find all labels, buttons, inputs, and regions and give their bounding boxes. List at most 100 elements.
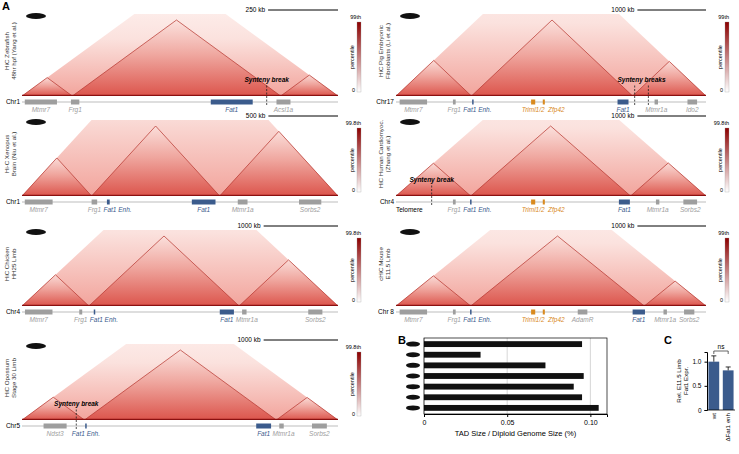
chromosome-track (22, 426, 338, 427)
colorbar-min: 0 (720, 297, 723, 303)
heatmap-background (22, 120, 338, 196)
species-icon (400, 119, 420, 125)
heatmap (396, 14, 706, 96)
panel-title: HiC Chicken (3, 246, 10, 281)
colorbar-max: 99th (718, 14, 729, 20)
colorbar-min: 0 (352, 187, 355, 193)
gene-label: Frg1 (448, 106, 462, 114)
gene (238, 200, 248, 205)
chromosome-track (396, 202, 706, 203)
colorbar (357, 238, 361, 302)
tad (276, 397, 338, 420)
gene (618, 100, 629, 105)
gene (470, 310, 472, 315)
panel-letter: C (664, 334, 672, 346)
tick: 0 (423, 414, 427, 426)
gene (655, 100, 658, 105)
gene-label: Mtmr7 (30, 316, 49, 323)
gene (220, 310, 234, 315)
scale-label: 250 kb (246, 6, 266, 13)
hic-panel: Hi-C XenopusBrain (Niu et al.)500 kb99.8… (3, 23, 361, 214)
gene (400, 310, 427, 315)
axis-line (705, 353, 708, 411)
panel-title: (Zhang et al.) (384, 136, 391, 173)
tick: 0.05 (501, 414, 515, 426)
gene (400, 100, 427, 105)
heatmap (396, 230, 706, 306)
gene (472, 100, 474, 105)
gene (453, 200, 456, 205)
gene-label: Ndst3 (47, 430, 64, 437)
species-icon (406, 384, 420, 389)
gene-label: Acsl1a (273, 106, 294, 113)
heatmap (22, 14, 338, 96)
diagonal (396, 95, 706, 96)
hic-panel: HiC Human Cardiomyoc.(Zhang et al.)1000 … (377, 60, 729, 214)
species-icon (406, 374, 420, 379)
tad (84, 350, 276, 420)
panel-title: cHiC Mouse (377, 247, 384, 281)
heatmap-background (22, 230, 338, 306)
diagonal (396, 305, 706, 306)
synteny-break (431, 184, 432, 205)
chromosome-label: Chr4 (6, 308, 20, 315)
bar (424, 405, 599, 411)
gene-label: Frg1 (68, 106, 82, 114)
gene (531, 100, 535, 105)
bar (708, 362, 719, 410)
gene (308, 310, 322, 315)
panel-title: Stage 30 Limb (10, 357, 17, 397)
panel-title: Hi-C Xenopus (3, 135, 10, 174)
gene-label: Frg1 (448, 206, 462, 214)
gene-label: Ido2 (686, 106, 699, 113)
tad (92, 126, 220, 196)
chromosome-label: Chr 8 (378, 308, 394, 315)
gene-label: Fat1 (618, 206, 631, 213)
tick: 0.10 (584, 414, 598, 426)
heatmap-background (396, 14, 706, 96)
tick-mark (507, 414, 508, 417)
gene-label: Triml1/2 (522, 316, 545, 323)
gene (543, 100, 545, 105)
gene (44, 424, 67, 429)
scale-label: 1000 kb (611, 222, 635, 229)
tad (281, 75, 338, 96)
tick-label: 0.10 (584, 419, 598, 426)
species-icon (400, 13, 420, 19)
colorbar-max: 99.8th (346, 230, 361, 236)
panel-title: HiC Pig Embryonic (377, 25, 384, 77)
gene (687, 100, 697, 105)
hic-panel: HiC ChickenHH25 Limb1000 kb99.8th0percen… (3, 159, 361, 324)
chromosome-label: Chr1 (6, 198, 20, 205)
tad (220, 131, 338, 196)
gene-label: Fat1 (197, 206, 210, 213)
gene-label: Sorbs2 (679, 316, 700, 323)
gene-label: Sorbs2 (305, 316, 326, 323)
panel-title: Brain (Niu et al.) (10, 132, 17, 177)
colorbar-unit: percentile (349, 148, 355, 172)
gene-label: Mtmr7 (404, 316, 423, 323)
gene (619, 200, 630, 205)
synteny-label: Synteny breaks (617, 76, 665, 84)
tick: 0.5 (692, 382, 707, 389)
gene-label: Sorbs2 (300, 206, 321, 213)
tad (72, 20, 280, 96)
panel-title: HiC Human Cardiomyoc. (377, 120, 384, 189)
species-icon (406, 405, 420, 410)
gene-label: Zfp42 (547, 316, 565, 324)
tick-mark (705, 386, 708, 387)
x-axis-line (707, 410, 735, 411)
tick-mark (590, 414, 591, 417)
plot-frame (424, 338, 607, 414)
x-axis-title: TAD Size / Diploid Genome Size (%) (455, 429, 577, 438)
bar (424, 373, 584, 379)
gene-label: Fat1 (257, 430, 270, 437)
grid-line (590, 338, 591, 414)
gene-label: Mtmr7 (29, 206, 48, 213)
bar (424, 394, 582, 400)
bar (424, 341, 582, 347)
colorbar-min: 0 (720, 187, 723, 193)
colorbar-max: 99.8th (346, 344, 361, 350)
gene (211, 100, 253, 105)
gene-label: Mtmr7 (404, 106, 423, 113)
